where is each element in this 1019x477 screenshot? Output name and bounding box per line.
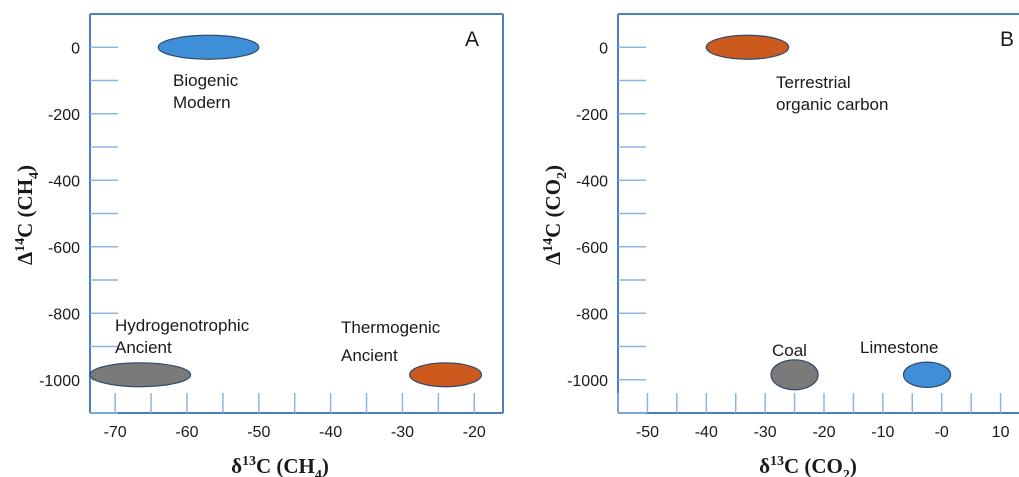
y-tick-label: -600 [576,240,608,257]
region-label: organic carbon [776,95,888,114]
region-label: Coal [772,341,807,360]
x-tick-label: -30 [391,424,414,441]
y-tick-label: -200 [576,107,608,124]
region-ellipse [409,362,483,388]
y-axis-title: Δ14C (CO2) [541,165,570,265]
x-axis-title: δ13C (CH4) [231,454,329,477]
panel-b-chart: 0 -200 -400 -600 -800 -1000 -50 -40 -30 -20 -10 -0 1… [541,13,1019,477]
region-ellipse [705,34,790,60]
x-tick-label: -30 [754,424,777,441]
region-label: Thermogenic [341,318,441,337]
y-axis-title: Δ14C (CH4) [13,165,42,265]
y-tick-label: -200 [48,107,80,124]
region-label: Limestone [860,338,938,357]
x-tick-label: -70 [104,424,127,441]
region-ellipse [902,361,952,388]
region-ellipse [157,34,260,60]
x-tick-label: -40 [695,424,718,441]
region-label: Ancient [341,346,398,365]
x-tick-label: -20 [463,424,486,441]
x-tick-label: 10 [992,424,1010,441]
x-tick-label: -0 [935,424,949,441]
x-tick-label: -50 [636,424,659,441]
x-tick-label: -40 [319,424,342,441]
region-label: Modern [173,93,231,112]
x-tick-label: -50 [247,424,270,441]
y-tick-label: -400 [576,173,608,190]
x-tick-label: -10 [871,424,894,441]
y-tick-label: -400 [48,173,80,190]
panel-letter: B [1000,28,1014,51]
x-axis-title: δ13C (CO2) [759,454,857,477]
y-tick-label: -1000 [567,373,608,390]
region-label: Ancient [115,338,172,357]
region-label: Biogenic [173,71,239,90]
panel-a-chart: 0 -200 -400 -600 -800 -1000 -70 -60 -50 -40 -30 -20… [13,13,504,477]
region-ellipse [770,359,819,391]
region-ellipse [89,362,192,388]
x-tick-label: -60 [175,424,198,441]
y-tick-label: 0 [599,40,608,57]
y-tick-label: -800 [576,306,608,323]
y-tick-label: -800 [48,306,80,323]
panel-letter: A [465,28,479,51]
region-label: Hydrogenotrophic [115,316,250,335]
y-tick-label: 0 [71,40,80,57]
y-tick-label: -1000 [39,373,80,390]
x-tick-label: -20 [812,424,835,441]
y-tick-label: -600 [48,240,80,257]
region-label: Terrestrial [776,73,851,92]
